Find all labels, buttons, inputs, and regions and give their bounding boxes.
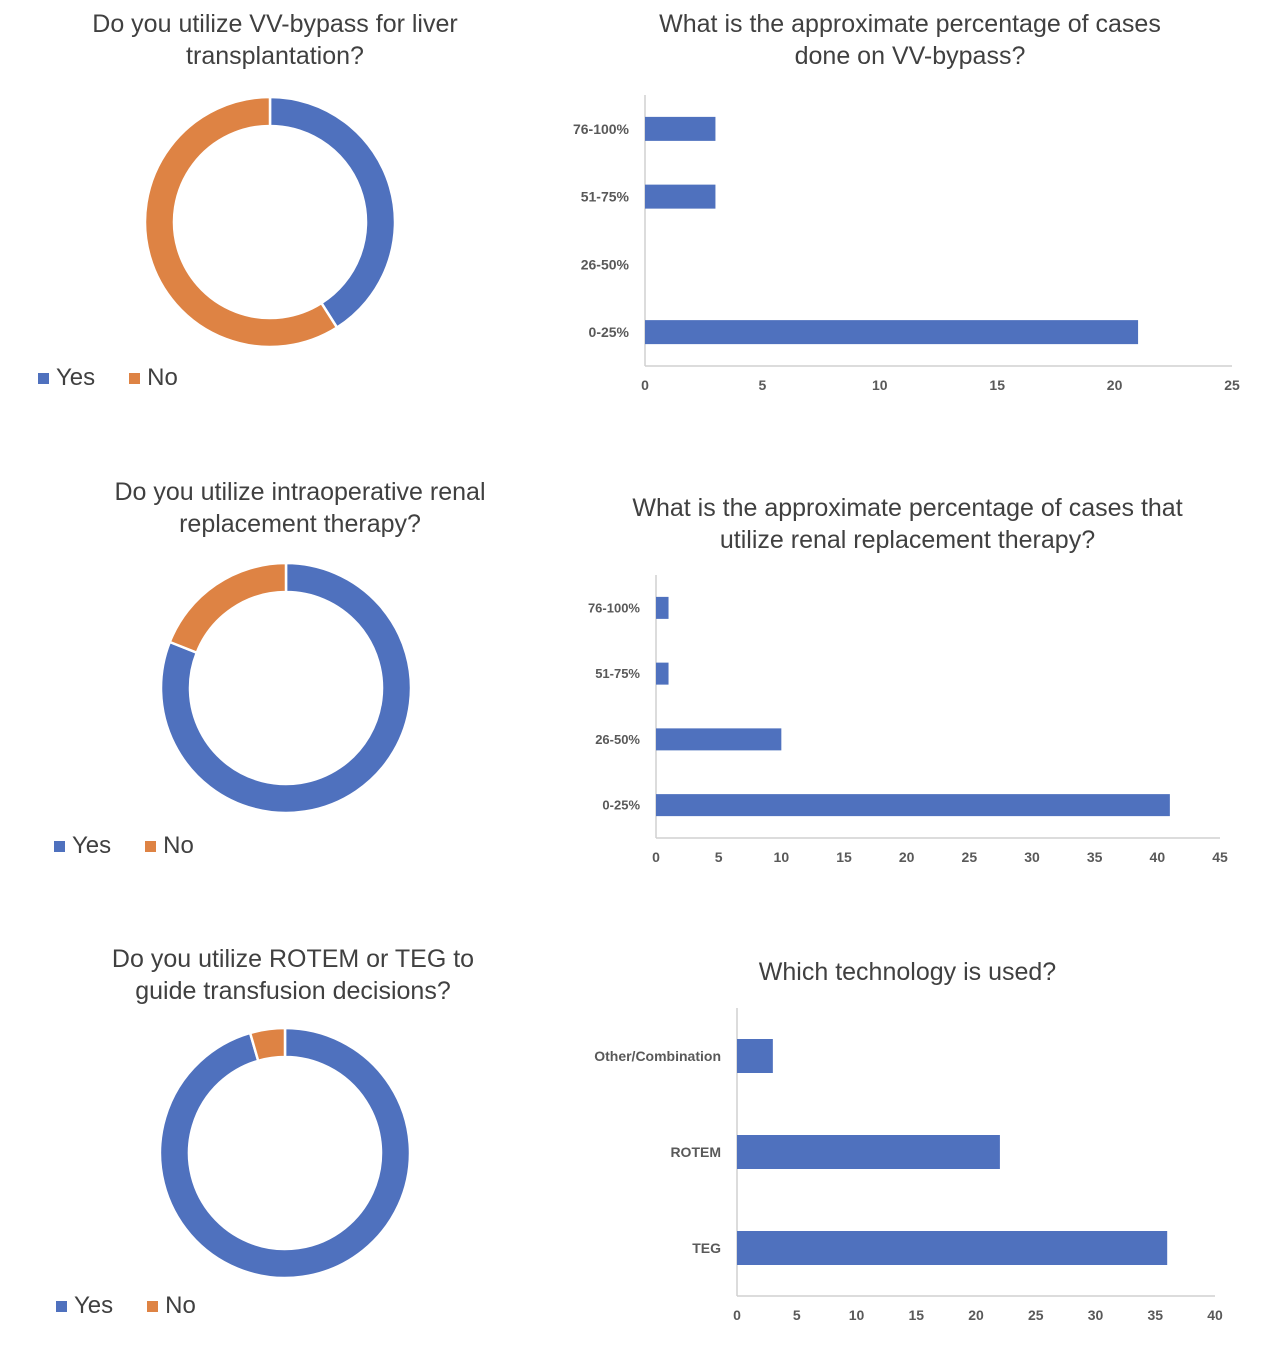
- legend-item-no: No: [147, 1292, 196, 1320]
- x-tick-label: 40: [1150, 849, 1166, 865]
- bar: [645, 116, 716, 141]
- x-tick-label: 20: [899, 849, 915, 865]
- x-tick-label: 15: [908, 1307, 924, 1323]
- bar: [656, 662, 669, 685]
- legend-label-no: No: [147, 364, 178, 391]
- donut-chart: [143, 95, 397, 349]
- chart-title: What is the approximate percentage of ca…: [632, 494, 1183, 554]
- donut-slice-yes: [159, 561, 413, 815]
- chart-legend: Yes No: [54, 832, 194, 860]
- chart-legend: Yes No: [56, 1292, 196, 1320]
- x-tick-label: 0: [652, 849, 660, 865]
- category-label: ROTEM: [670, 1144, 721, 1160]
- x-tick-label: 30: [1024, 849, 1040, 865]
- x-tick-label: 10: [849, 1307, 865, 1323]
- x-tick-label: 20: [968, 1307, 984, 1323]
- chart-title: Do you utilize intraoperative renal repl…: [114, 478, 486, 538]
- bar: [645, 320, 1139, 345]
- donut-chart: [159, 561, 413, 815]
- chart-title: Do you utilize ROTEM or TEG to guide tra…: [111, 945, 475, 1005]
- x-tick-label: 0: [733, 1307, 741, 1323]
- x-tick-label: 15: [989, 377, 1005, 393]
- x-tick-label: 15: [836, 849, 852, 865]
- donut-slice-yes: [268, 95, 397, 330]
- x-tick-label: 35: [1147, 1307, 1163, 1323]
- legend-swatch-no: [129, 372, 141, 384]
- legend-label-no: No: [165, 1292, 196, 1319]
- x-tick-label: 25: [1224, 377, 1240, 393]
- x-tick-label: 10: [872, 377, 888, 393]
- chart-title: Do you utilize VV-bypass for liver trans…: [92, 10, 458, 70]
- category-label: 76-100%: [573, 121, 630, 137]
- category-label: Other/Combination: [594, 1048, 721, 1064]
- legend-label-no: No: [163, 832, 194, 859]
- donut-slice-yes: [158, 1026, 412, 1280]
- legend-item-yes: Yes: [56, 1292, 113, 1320]
- x-tick-label: 20: [1107, 377, 1123, 393]
- x-tick-label: 10: [774, 849, 790, 865]
- bar-chart: 76-100% 51-75% 26-50% 0-25% 0 5 10 15 20 25 30 35 40…: [588, 575, 1228, 865]
- chart-title: Which technology is used?: [758, 958, 1057, 986]
- legend-swatch-yes: [56, 1300, 67, 1312]
- x-tick-label: 30: [1088, 1307, 1104, 1323]
- donut-slice-no: [168, 561, 288, 655]
- category-label: 51-75%: [595, 666, 640, 681]
- chart-title: What is the approximate percentage of ca…: [659, 10, 1161, 70]
- donut-chart: [158, 1026, 412, 1280]
- bar: [656, 728, 782, 751]
- bar: [656, 794, 1170, 817]
- category-label: 26-50%: [595, 732, 640, 747]
- x-tick-label: 25: [1028, 1307, 1044, 1323]
- donut-slice-no: [143, 95, 339, 349]
- category-label: 51-75%: [581, 189, 630, 205]
- x-tick-label: 35: [1087, 849, 1103, 865]
- bar: [737, 1135, 1000, 1169]
- legend-label-yes: Yes: [72, 832, 112, 859]
- category-label: 76-100%: [588, 600, 640, 615]
- legend-swatch-yes: [38, 372, 49, 384]
- legend-label-yes: Yes: [56, 364, 96, 391]
- bar: [656, 596, 669, 619]
- category-label: TEG: [692, 1240, 721, 1256]
- legend-item-no: No: [145, 832, 194, 860]
- x-tick-label: 5: [715, 849, 723, 865]
- bar: [737, 1231, 1168, 1265]
- legend-swatch-yes: [54, 840, 65, 852]
- category-label: 26-50%: [581, 256, 630, 272]
- x-tick-label: 0: [641, 377, 649, 393]
- category-label: 0-25%: [602, 798, 640, 813]
- x-tick-label: 40: [1207, 1307, 1223, 1323]
- legend-item-yes: Yes: [38, 364, 95, 392]
- bar: [737, 1039, 773, 1073]
- x-tick-label: 45: [1212, 849, 1228, 865]
- bar-chart: Other/Combination ROTEM TEG 0 5 10 15 20 25 30 35 4…: [594, 1008, 1223, 1323]
- x-tick-label: 5: [793, 1307, 801, 1323]
- chart-legend: Yes No: [38, 364, 178, 392]
- x-tick-label: 5: [759, 377, 767, 393]
- legend-label-yes: Yes: [74, 1292, 114, 1319]
- x-tick-label: 25: [962, 849, 978, 865]
- legend-item-no: No: [129, 364, 178, 392]
- bar: [645, 184, 716, 209]
- donut-slice-no: [248, 1026, 287, 1063]
- legend-swatch-no: [147, 1300, 159, 1312]
- category-label: 0-25%: [589, 324, 630, 340]
- bar-chart: 76-100% 51-75% 26-50% 0-25% 0 5 10 15 20 25: [573, 95, 1240, 393]
- legend-item-yes: Yes: [54, 832, 111, 860]
- legend-swatch-no: [145, 840, 157, 852]
